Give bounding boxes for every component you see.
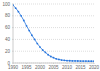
svg-text:2015: 2015 <box>75 65 86 70</box>
svg-text:2000: 2000 <box>35 65 46 70</box>
svg-text:80: 80 <box>8 13 10 18</box>
svg-text:2005: 2005 <box>48 65 59 70</box>
svg-text:60: 60 <box>8 25 10 30</box>
svg-text:2010: 2010 <box>62 65 73 70</box>
svg-text:40: 40 <box>8 37 10 42</box>
svg-text:20: 20 <box>8 49 10 54</box>
svg-text:100: 100 <box>8 2 10 7</box>
svg-text:1990: 1990 <box>8 65 19 70</box>
svg-text:2020: 2020 <box>89 65 92 70</box>
svg-text:0: 0 <box>8 61 10 66</box>
svg-text:1995: 1995 <box>21 65 32 70</box>
